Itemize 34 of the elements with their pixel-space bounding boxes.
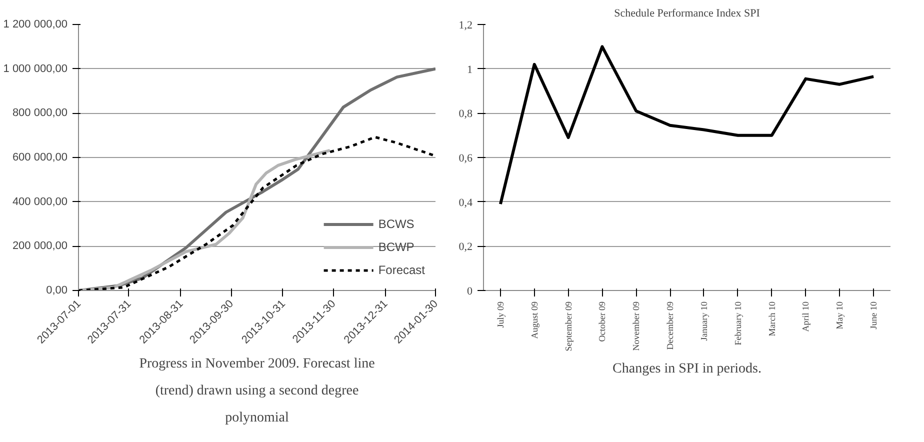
x-tick-label: June 10 (868, 301, 879, 330)
x-tick-label: February 10 (732, 301, 743, 346)
chart-title: Schedule Performance Index SPI (614, 8, 760, 20)
y-tick-label: 1 000 000,00 (3, 62, 68, 75)
x-tick-label: March 10 (766, 301, 777, 336)
x-tick-label: May 10 (834, 301, 845, 330)
y-tick-label: 0,8 (458, 108, 473, 120)
y-tick-label: 800 000,00 (12, 107, 68, 120)
y-tick-label: 0,2 (458, 241, 472, 254)
y-tick-label: 0,4 (458, 196, 473, 209)
x-tick-label: August 09 (529, 301, 540, 339)
legend-label: Forecast (378, 263, 425, 277)
x-tick-label: September 09 (563, 301, 574, 352)
y-tick-label: 400 000,00 (12, 196, 68, 208)
y-tick-label: 1 200 000,00 (3, 18, 68, 30)
y-tick-label: 1,2 (458, 20, 472, 32)
line-series (498, 45, 876, 206)
legend-label: BCWP (378, 240, 414, 254)
y-tick-label: 600 000,00 (12, 152, 68, 164)
x-tick-label: November 09 (631, 301, 642, 351)
legend-label: BCWS (378, 217, 414, 231)
y-tick-label: 1 (467, 64, 472, 76)
x-tick-label: October 09 (597, 301, 608, 342)
x-tick-label: April 10 (800, 301, 811, 332)
x-tick-label: July 09 (495, 301, 506, 328)
text: Changes in SPI in periods. (612, 362, 762, 376)
y-tick-label: 0,00 (46, 284, 68, 296)
y-tick-label: 0,6 (458, 152, 473, 164)
text: Progress in November 2009. Forecast line (trend) drawn using a second degree polynomial (139, 356, 375, 426)
x-tick-label: January 10 (698, 301, 709, 341)
y-tick-label: 0 (467, 286, 473, 298)
line-series (78, 148, 332, 290)
y-tick-label: 200 000,00 (12, 240, 68, 252)
x-tick-label: December 09 (665, 301, 676, 350)
